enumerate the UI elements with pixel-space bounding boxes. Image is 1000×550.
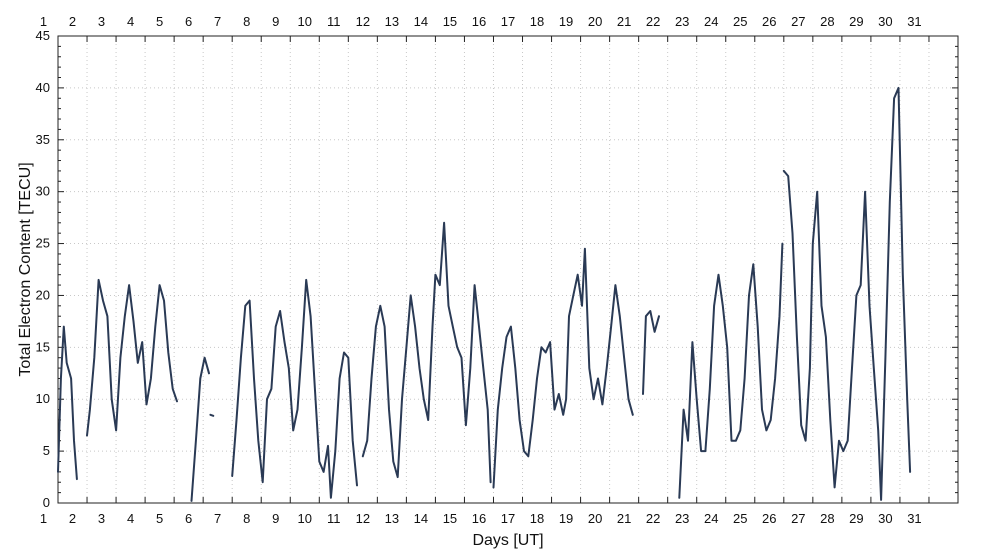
x-tick-label-top: 19 <box>559 14 573 29</box>
y-tick-label: 5 <box>43 443 50 458</box>
x-tick-label-bottom: 14 <box>414 511 428 526</box>
x-tick-label-bottom: 2 <box>69 511 76 526</box>
x-tick-label-bottom: 11 <box>327 511 341 526</box>
x-tick-label-top: 25 <box>733 14 747 29</box>
x-tick-label-top: 3 <box>98 14 105 29</box>
tec-series-line <box>190 356 210 502</box>
x-tick-label-bottom: 29 <box>849 511 863 526</box>
x-tick-label-bottom: 6 <box>185 511 192 526</box>
x-tick-label-bottom: 23 <box>675 511 689 526</box>
tec-series-line <box>231 278 358 499</box>
x-tick-label-bottom: 9 <box>272 511 279 526</box>
x-tick-label-bottom: 25 <box>733 511 747 526</box>
tec-series-line <box>642 310 660 395</box>
x-tick-label-top: 29 <box>849 14 863 29</box>
x-tick-label-bottom: 1 <box>40 511 47 526</box>
x-tick-label-bottom: 20 <box>588 511 602 526</box>
x-tick-label-top: 20 <box>588 14 602 29</box>
x-tick-label-top: 2 <box>69 14 76 29</box>
series-layer <box>57 86 912 502</box>
tick-layer <box>57 35 959 504</box>
x-tick-label-top: 8 <box>243 14 250 29</box>
x-tick-label-bottom: 15 <box>443 511 457 526</box>
x-tick-label-bottom: 16 <box>472 511 486 526</box>
y-tick-label: 0 <box>43 495 50 510</box>
tec-series-line <box>678 242 784 499</box>
x-tick-label-bottom: 18 <box>530 511 544 526</box>
x-tick-label-bottom: 30 <box>878 511 892 526</box>
x-axis-title: Days [UT] <box>472 532 543 549</box>
x-tick-label-top: 10 <box>298 14 312 29</box>
x-tick-label-top: 12 <box>356 14 370 29</box>
x-tick-label-top: 9 <box>272 14 279 29</box>
label-layer: 1122334455667788991010111112121313141415… <box>36 14 922 526</box>
x-tick-label-bottom: 3 <box>98 511 105 526</box>
x-tick-label-bottom: 24 <box>704 511 718 526</box>
tec-series-line <box>209 413 215 417</box>
x-tick-label-bottom: 13 <box>385 511 399 526</box>
y-tick-label: 40 <box>36 80 50 95</box>
x-tick-label-top: 26 <box>762 14 776 29</box>
x-tick-label-top: 31 <box>907 14 921 29</box>
tec-series-line <box>492 247 634 489</box>
tec-series-line <box>57 325 78 481</box>
x-tick-label-bottom: 31 <box>907 511 921 526</box>
x-tick-label-top: 21 <box>617 14 631 29</box>
y-tick-label: 35 <box>36 132 50 147</box>
y-tick-label: 45 <box>36 28 50 43</box>
x-tick-label-bottom: 4 <box>127 511 134 526</box>
x-tick-label-top: 7 <box>214 14 221 29</box>
plot-frame <box>57 35 959 504</box>
x-tick-label-bottom: 8 <box>243 511 250 526</box>
x-tick-label-top: 13 <box>385 14 399 29</box>
x-tick-label-top: 23 <box>675 14 689 29</box>
x-tick-label-top: 15 <box>443 14 457 29</box>
x-tick-label-top: 6 <box>185 14 192 29</box>
x-tick-label-bottom: 27 <box>791 511 805 526</box>
tec-series-line <box>782 86 912 501</box>
y-tick-label: 15 <box>36 339 50 354</box>
x-tick-label-top: 11 <box>327 14 341 29</box>
x-tick-label-top: 16 <box>472 14 486 29</box>
x-tick-label-top: 27 <box>791 14 805 29</box>
x-tick-label-top: 5 <box>156 14 163 29</box>
x-tick-label-bottom: 22 <box>646 511 660 526</box>
x-tick-label-top: 22 <box>646 14 660 29</box>
x-tick-label-top: 1 <box>40 14 47 29</box>
x-tick-label-top: 24 <box>704 14 718 29</box>
x-tick-label-bottom: 5 <box>156 511 163 526</box>
y-axis-title: Total Electron Content [TECU] <box>17 162 34 376</box>
tec-series-line <box>86 278 178 437</box>
tec-series-line <box>361 221 492 484</box>
y-tick-label: 30 <box>36 184 50 199</box>
x-tick-label-bottom: 21 <box>617 511 631 526</box>
x-tick-label-bottom: 10 <box>298 511 312 526</box>
x-tick-label-top: 18 <box>530 14 544 29</box>
x-tick-label-top: 4 <box>127 14 134 29</box>
grid-layer <box>58 36 958 503</box>
x-tick-label-bottom: 19 <box>559 511 573 526</box>
y-tick-label: 10 <box>36 391 50 406</box>
y-tick-label: 25 <box>36 236 50 251</box>
x-tick-label-bottom: 12 <box>356 511 370 526</box>
x-tick-label-bottom: 28 <box>820 511 834 526</box>
x-tick-label-top: 28 <box>820 14 834 29</box>
y-tick-label: 20 <box>36 287 50 302</box>
x-tick-label-bottom: 17 <box>501 511 515 526</box>
x-tick-label-bottom: 26 <box>762 511 776 526</box>
x-tick-label-bottom: 7 <box>214 511 221 526</box>
x-tick-label-top: 14 <box>414 14 428 29</box>
x-tick-label-top: 30 <box>878 14 892 29</box>
x-tick-label-top: 17 <box>501 14 515 29</box>
